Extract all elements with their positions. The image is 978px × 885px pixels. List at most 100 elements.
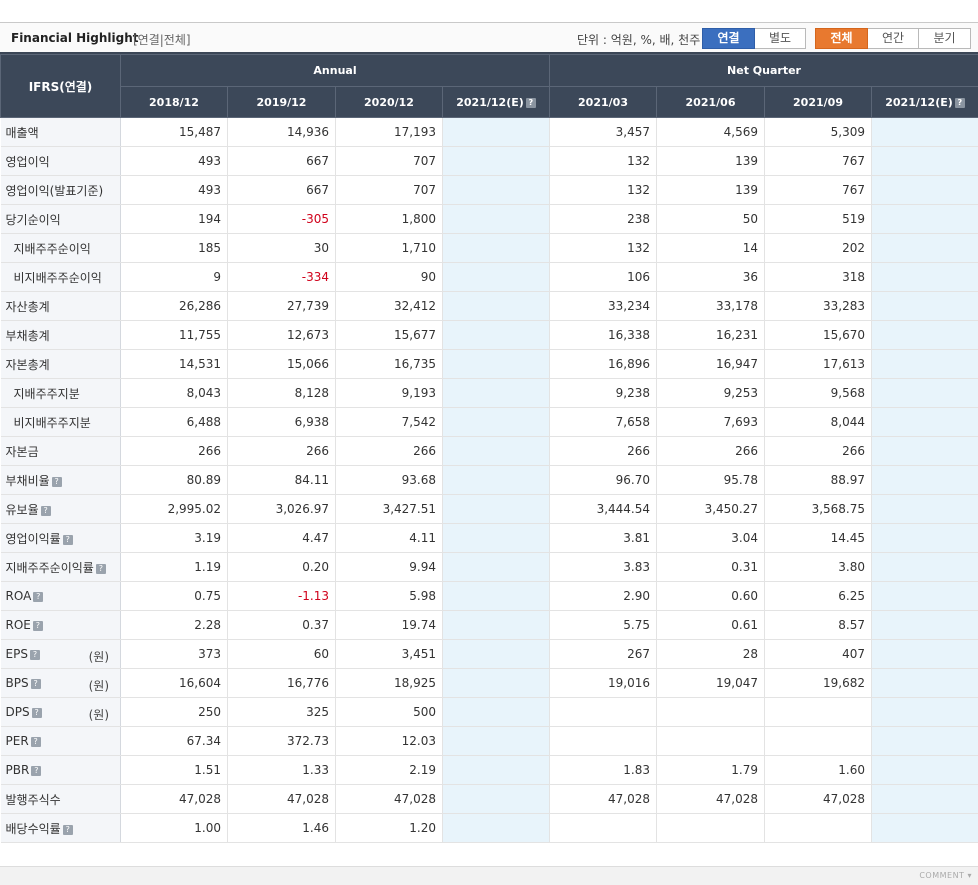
table-cell: 18,925 [336, 669, 443, 698]
all-period-button[interactable]: 전체 [815, 28, 868, 49]
table-cell: 47,028 [550, 785, 657, 814]
help-icon[interactable]: ? [41, 506, 51, 516]
table-cell: 238 [550, 205, 657, 234]
table-cell: 0.61 [657, 611, 765, 640]
row-label-text: 영업이익 [6, 155, 50, 169]
table-cell: 60 [228, 640, 336, 669]
help-icon[interactable]: ? [96, 564, 106, 574]
table-cell [872, 698, 978, 727]
row-label: 지배주주지분 [1, 379, 121, 408]
row-label-text: 발행주식수 [6, 793, 61, 807]
table-cell: 667 [228, 176, 336, 205]
table-cell: 3,568.75 [765, 495, 872, 524]
won-unit-label: (원) [89, 648, 109, 665]
row-label-text: 비지배주주지분 [14, 416, 91, 430]
table-cell: 266 [228, 437, 336, 466]
help-icon[interactable]: ? [30, 650, 40, 660]
table-cell: 8.57 [765, 611, 872, 640]
table-cell: 4.47 [228, 524, 336, 553]
section-header: Financial Highlight [연결|전체] 단위 : 억원, %, … [0, 23, 978, 54]
separate-button[interactable]: 별도 [755, 28, 806, 49]
row-label: 배당수익률? [1, 814, 121, 843]
table-cell: 266 [765, 437, 872, 466]
table-cell [550, 698, 657, 727]
row-label-text: 지배주주순이익률 [6, 561, 94, 575]
table-cell [443, 205, 550, 234]
help-icon[interactable]: ? [63, 535, 73, 545]
table-cell: 9,238 [550, 379, 657, 408]
annual-button[interactable]: 연간 [868, 28, 919, 49]
table-cell [443, 437, 550, 466]
help-icon[interactable]: ? [33, 621, 43, 631]
table-cell: 19,682 [765, 669, 872, 698]
table-cell: 1,800 [336, 205, 443, 234]
help-icon[interactable]: ? [52, 477, 62, 487]
help-icon[interactable]: ? [31, 737, 41, 747]
table-cell: 36 [657, 263, 765, 292]
help-icon[interactable]: ? [526, 98, 536, 108]
help-icon[interactable]: ? [31, 679, 41, 689]
row-label-text: ROE [6, 618, 31, 632]
table-cell [872, 756, 978, 785]
row-label-text: 자본금 [6, 445, 39, 459]
quarter-button[interactable]: 분기 [919, 28, 971, 49]
table-cell: 14.45 [765, 524, 872, 553]
row-label-text: 비지배주주순이익 [14, 271, 102, 285]
table-cell [872, 611, 978, 640]
table-cell: 16,604 [121, 669, 228, 698]
table-cell [872, 669, 978, 698]
annual-header: Annual [121, 55, 550, 87]
table-cell [872, 147, 978, 176]
row-label-text: BPS [6, 676, 29, 690]
table-cell [872, 234, 978, 263]
help-icon[interactable]: ? [63, 825, 73, 835]
help-icon[interactable]: ? [33, 592, 43, 602]
row-label: 유보율? [1, 495, 121, 524]
table-cell [872, 640, 978, 669]
ifrs-corner-header: IFRS(연결) [1, 55, 121, 118]
table-cell: 32,412 [336, 292, 443, 321]
table-cell: -305 [228, 205, 336, 234]
table-cell [765, 698, 872, 727]
table-cell: 96.70 [550, 466, 657, 495]
table-cell: 9,193 [336, 379, 443, 408]
table-cell [443, 698, 550, 727]
help-icon[interactable]: ? [31, 766, 41, 776]
table-cell: 266 [121, 437, 228, 466]
table-cell: -1.13 [228, 582, 336, 611]
table-cell: 6.25 [765, 582, 872, 611]
row-label: 비지배주주순이익 [1, 263, 121, 292]
row-label: 비지배주주지분 [1, 408, 121, 437]
comment-toggle[interactable]: COMMENT ▾ [919, 871, 972, 880]
table-cell [443, 640, 550, 669]
section-title: Financial Highlight [11, 31, 139, 45]
help-icon[interactable]: ? [955, 98, 965, 108]
table-cell: 266 [657, 437, 765, 466]
table-cell: 266 [550, 437, 657, 466]
table-cell: 267 [550, 640, 657, 669]
table-cell: 318 [765, 263, 872, 292]
help-icon[interactable]: ? [32, 708, 42, 718]
consolidated-button[interactable]: 연결 [702, 28, 755, 49]
table-cell [657, 814, 765, 843]
row-label-text: EPS [6, 647, 28, 661]
table-cell: 500 [336, 698, 443, 727]
table-cell [443, 814, 550, 843]
table-cell: 9.94 [336, 553, 443, 582]
table-cell: 8,044 [765, 408, 872, 437]
table-cell [443, 495, 550, 524]
unit-label: 단위 : 억원, %, 배, 천주 [577, 31, 700, 48]
table-cell: 4,569 [657, 118, 765, 147]
table-cell [872, 263, 978, 292]
period-header: 2021/06 [657, 87, 765, 118]
table-cell [872, 350, 978, 379]
table-cell [872, 292, 978, 321]
table-cell [872, 205, 978, 234]
row-label-text: 지배주주지분 [14, 387, 80, 401]
